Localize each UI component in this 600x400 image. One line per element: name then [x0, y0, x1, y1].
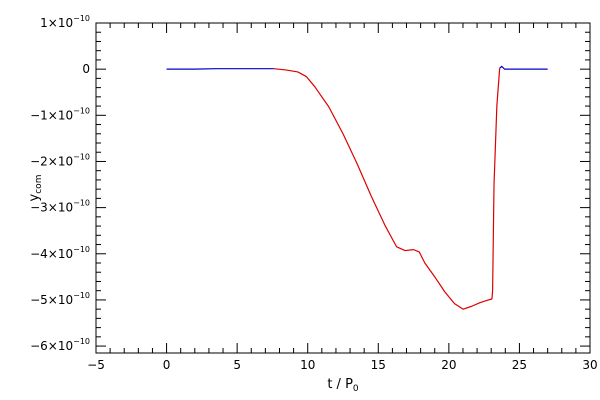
x-tick-label: 5	[233, 358, 241, 372]
y-tick-label-exponent: −10	[73, 199, 90, 208]
y-tick-label-exponent: −10	[73, 245, 90, 254]
plot-frame	[95, 22, 591, 354]
x-tick-label: 20	[441, 358, 456, 372]
y-tick-label-exponent: −10	[73, 14, 90, 23]
y-tick-label-mantissa: −5×10	[30, 293, 73, 307]
y-tick-label: 0	[82, 62, 90, 76]
x-tick-label: −5	[87, 358, 105, 372]
y-tick-label-exponent: −10	[73, 337, 90, 346]
y-axis-label-subscript: com	[34, 175, 44, 194]
x-tick-labels: −5 0 5 10 15 20 25 30	[87, 358, 597, 372]
series-line-3	[499, 65, 548, 70]
y-axis-label-main: y	[27, 193, 42, 201]
y-tick-label-mantissa: −1×10	[30, 108, 73, 122]
x-axis-label: t / P0	[327, 377, 359, 394]
x-axis-label-main: t / P	[327, 377, 353, 392]
x-tick-label: 25	[512, 358, 527, 372]
x-axis-label-subscript: 0	[353, 384, 359, 394]
axis-ticks	[95, 22, 591, 353]
y-tick-label: −3×10−10	[30, 199, 90, 215]
y-tick-label-mantissa: 0	[82, 62, 90, 76]
y-tick-label-mantissa: −3×10	[30, 201, 73, 215]
y-tick-label: −6×10−10	[30, 337, 90, 353]
x-tick-label: 30	[582, 358, 597, 372]
plot-series	[166, 65, 548, 310]
y-tick-label: 1×10−10	[40, 14, 90, 30]
x-tick-label: 10	[300, 358, 315, 372]
y-tick-label-mantissa: 1×10	[40, 16, 73, 30]
y-tick-label: −1×10−10	[30, 106, 90, 122]
y-tick-labels: 1×10−100−1×10−10−2×10−10−3×10−10−4×10−10…	[30, 14, 90, 353]
y-tick-label-exponent: −10	[73, 106, 90, 115]
y-tick-label-mantissa: −2×10	[30, 154, 73, 168]
y-tick-label-exponent: −10	[73, 152, 90, 161]
x-tick-label: 15	[371, 358, 386, 372]
y-axis-label: ycom	[27, 175, 44, 202]
y-tick-label-mantissa: −4×10	[30, 247, 73, 261]
x-tick-label: 0	[163, 358, 171, 372]
y-tick-label: −5×10−10	[30, 291, 90, 307]
y-tick-label-exponent: −10	[73, 291, 90, 300]
y-tick-label: −4×10−10	[30, 245, 90, 261]
y-tick-label-mantissa: −6×10	[30, 339, 73, 353]
series-line-2	[273, 68, 501, 310]
y-tick-label: −2×10−10	[30, 152, 90, 168]
